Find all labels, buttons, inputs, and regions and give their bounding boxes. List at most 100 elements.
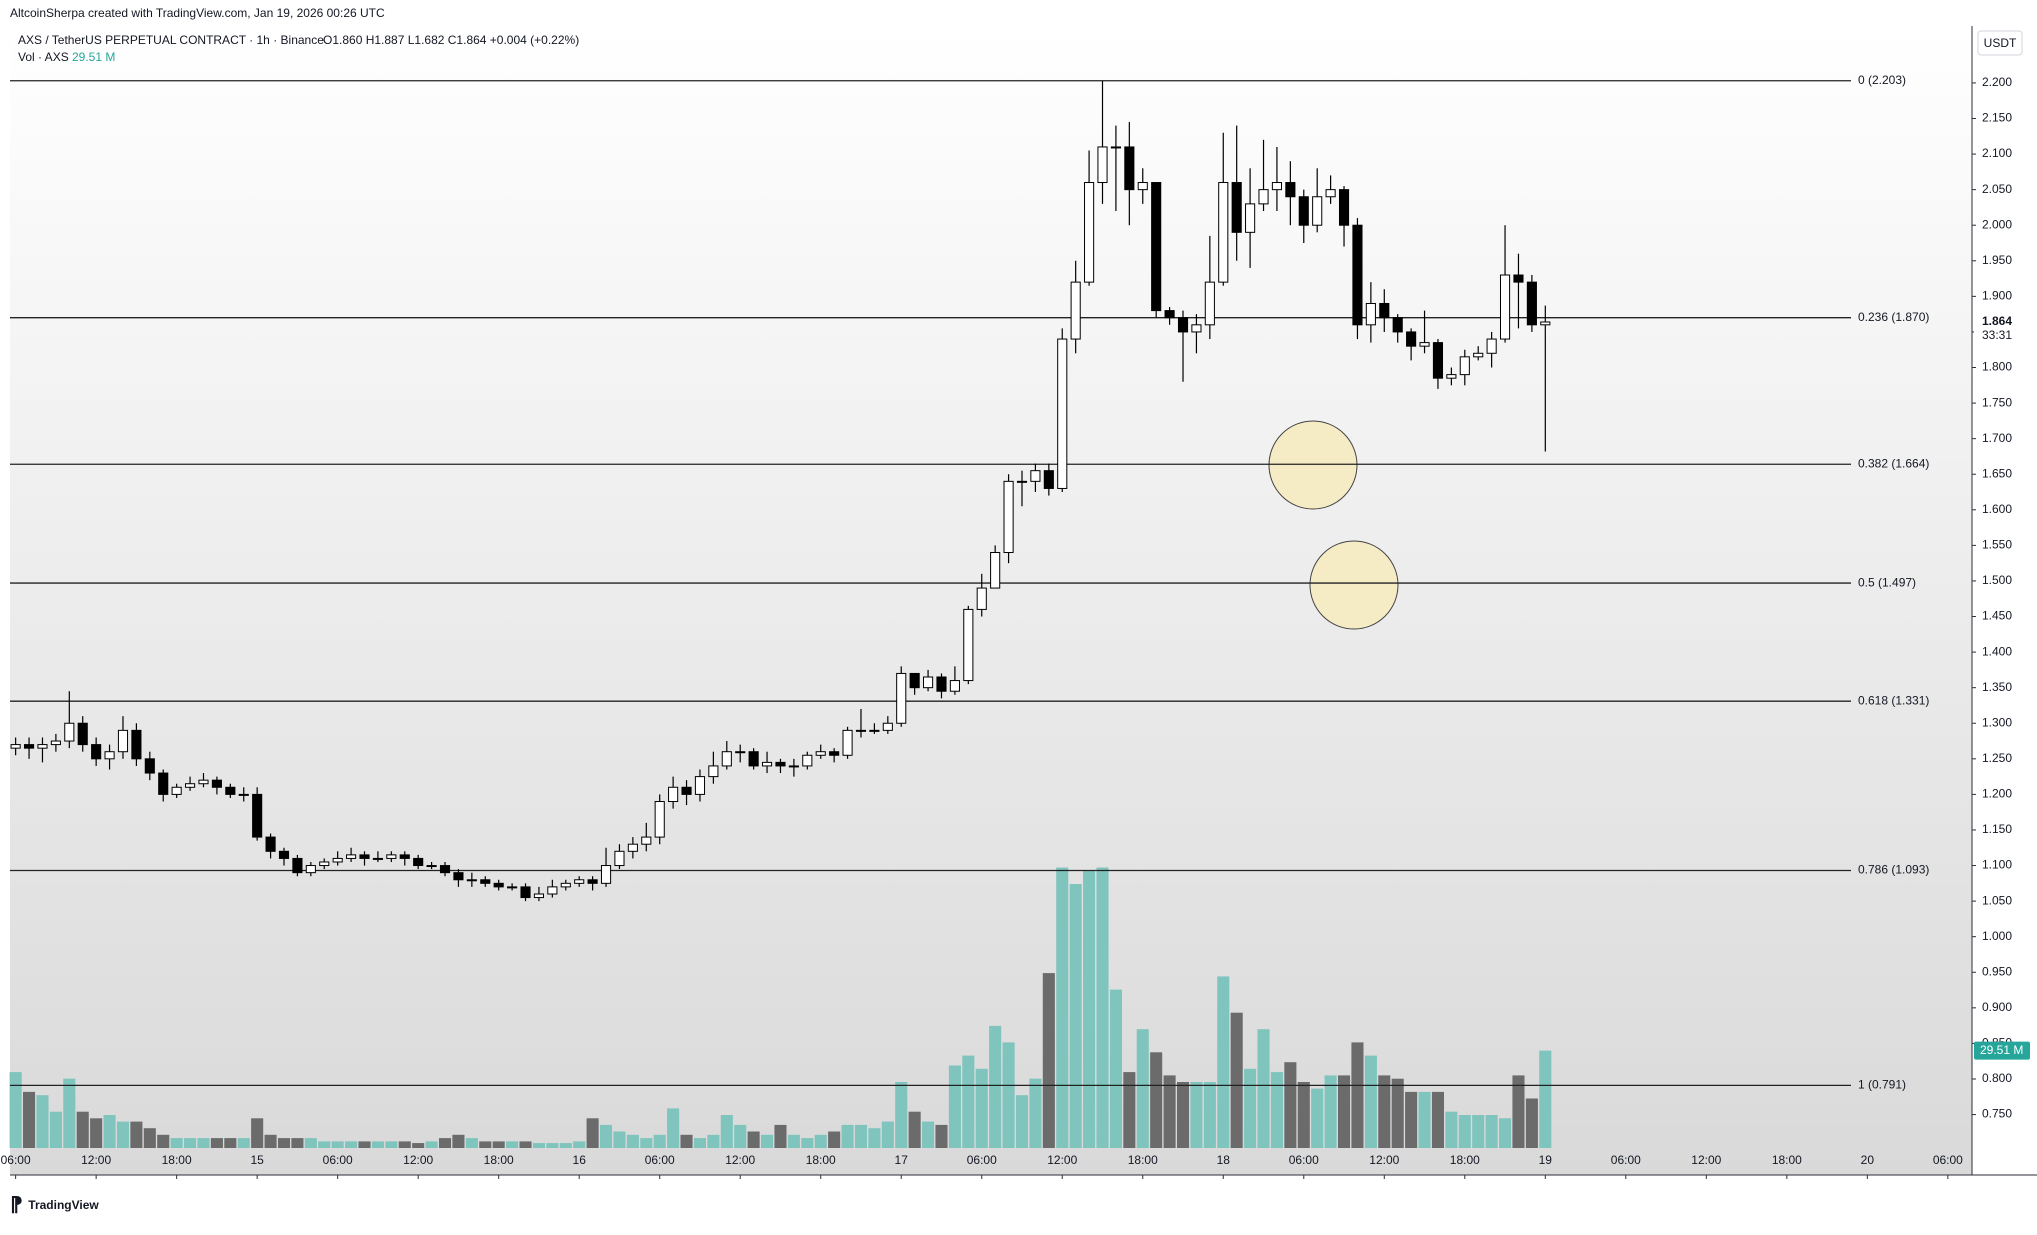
volume-bar (224, 1138, 237, 1148)
candle-body (386, 854, 397, 859)
fib-label: 0.618 (1.331) (1858, 693, 1929, 707)
candle-body (882, 722, 893, 731)
currency[interactable]: USDT (1984, 36, 2017, 50)
y-tick-label: 2.050 (1982, 182, 2012, 196)
volume-bar (559, 1143, 572, 1148)
volume-bar (640, 1138, 653, 1148)
volume-value: 29.51 M (72, 50, 115, 64)
volume-title: Vol · AXS (18, 50, 69, 64)
volume-bar (90, 1118, 103, 1148)
candle-body (949, 680, 960, 692)
volume-bar (1056, 867, 1069, 1148)
volume-bar (613, 1131, 626, 1148)
candle-body (909, 672, 920, 689)
x-tick-label: 18:00 (1772, 1153, 1802, 1167)
y-tick-label: 1.950 (1982, 253, 2012, 267)
volume-bar (479, 1141, 492, 1148)
candle-body (1043, 470, 1054, 489)
volume-bar (130, 1121, 143, 1148)
volume-bar (237, 1138, 250, 1148)
candle-body (1526, 281, 1537, 326)
candle-body (1540, 321, 1551, 326)
volume-bar (626, 1134, 639, 1148)
candle-body (641, 836, 652, 845)
candle-body (23, 744, 35, 749)
last-price: 1.864 (1982, 314, 2012, 328)
volume-bar (1244, 1068, 1257, 1148)
volume-bar (1458, 1115, 1471, 1148)
candle-body (238, 793, 249, 796)
candle-body (1231, 182, 1242, 233)
candle-body (131, 729, 142, 760)
volume-bar (1431, 1091, 1444, 1148)
x-tick-label: 19 (1539, 1153, 1553, 1167)
candle-body (1379, 302, 1390, 319)
volume-bar (1485, 1115, 1498, 1148)
volume-bar (989, 1025, 1002, 1148)
volume-bar (398, 1141, 411, 1148)
candle-body (587, 879, 598, 884)
highlight-circle (1309, 540, 1399, 630)
candle-body (788, 765, 799, 768)
ohlc: O1.860 H1.887 L1.682 C1.864 +0.004 (+0.2… (323, 33, 579, 47)
y-tick-label: 1.700 (1982, 431, 2012, 445)
volume-bar (1096, 867, 1109, 1148)
candle-body (198, 779, 209, 785)
candle-body (426, 865, 437, 868)
volume-bar (693, 1138, 706, 1148)
volume-bar (1257, 1029, 1270, 1148)
volume-bar (1512, 1075, 1525, 1148)
candle-body (453, 872, 464, 881)
fib-label: 0.236 (1.870) (1858, 310, 1929, 324)
volume-bar (573, 1141, 586, 1148)
volume-bar (1418, 1091, 1431, 1148)
volume-bar (1445, 1111, 1458, 1148)
volume-bar (854, 1124, 868, 1148)
volume-bar (922, 1121, 935, 1148)
candle-body (1245, 203, 1256, 233)
volume-bar (76, 1111, 89, 1148)
symbol: AXS / TetherUS PERPETUAL CONTRACT · 1h ·… (18, 33, 324, 47)
candle-body (600, 865, 612, 884)
volume-bar (1123, 1072, 1136, 1148)
volume-bar (586, 1118, 599, 1148)
volume-bar (1391, 1078, 1404, 1148)
volume-bar (1297, 1082, 1310, 1148)
y-tick-label: 1.900 (1982, 289, 2012, 303)
last-price-box (1974, 312, 2034, 343)
volume-bar (707, 1134, 720, 1148)
y-tick-label: 2.100 (1982, 146, 2012, 160)
volume-bar (345, 1141, 358, 1148)
volume-bar (385, 1141, 398, 1148)
volume-bar (210, 1138, 223, 1148)
volume-bar (1163, 1075, 1176, 1148)
volume-bar (492, 1141, 505, 1148)
volume-bar (1472, 1115, 1485, 1148)
candle-body (520, 886, 531, 899)
candle-body (560, 882, 571, 888)
x-tick-label: 06:00 (1, 1153, 31, 1167)
volume-bar (277, 1138, 291, 1148)
candle-body (896, 672, 907, 724)
volume-bar (1378, 1075, 1391, 1148)
candle-body (1030, 470, 1041, 482)
candle-body (117, 729, 129, 753)
x-tick-label: 15 (250, 1153, 264, 1167)
volume-bar (371, 1141, 384, 1148)
candle-body (265, 836, 276, 852)
x-tick-label: 18:00 (1128, 1153, 1158, 1167)
x-tick-label: 06:00 (1289, 1153, 1319, 1167)
volume-bar (519, 1141, 532, 1148)
candle-body (439, 865, 451, 874)
volume-bar (1203, 1082, 1216, 1148)
volume-bar (761, 1134, 774, 1148)
volume-bar (506, 1141, 519, 1148)
y-tick-label: 0.800 (1982, 1071, 2012, 1085)
candle-body (171, 786, 182, 795)
volume-bar (438, 1138, 452, 1148)
x-tick-label: 18:00 (484, 1153, 514, 1167)
candle-body (574, 879, 585, 884)
volume-bar (599, 1124, 613, 1148)
currency-button[interactable] (1977, 30, 2023, 56)
volume-bar (532, 1143, 545, 1148)
